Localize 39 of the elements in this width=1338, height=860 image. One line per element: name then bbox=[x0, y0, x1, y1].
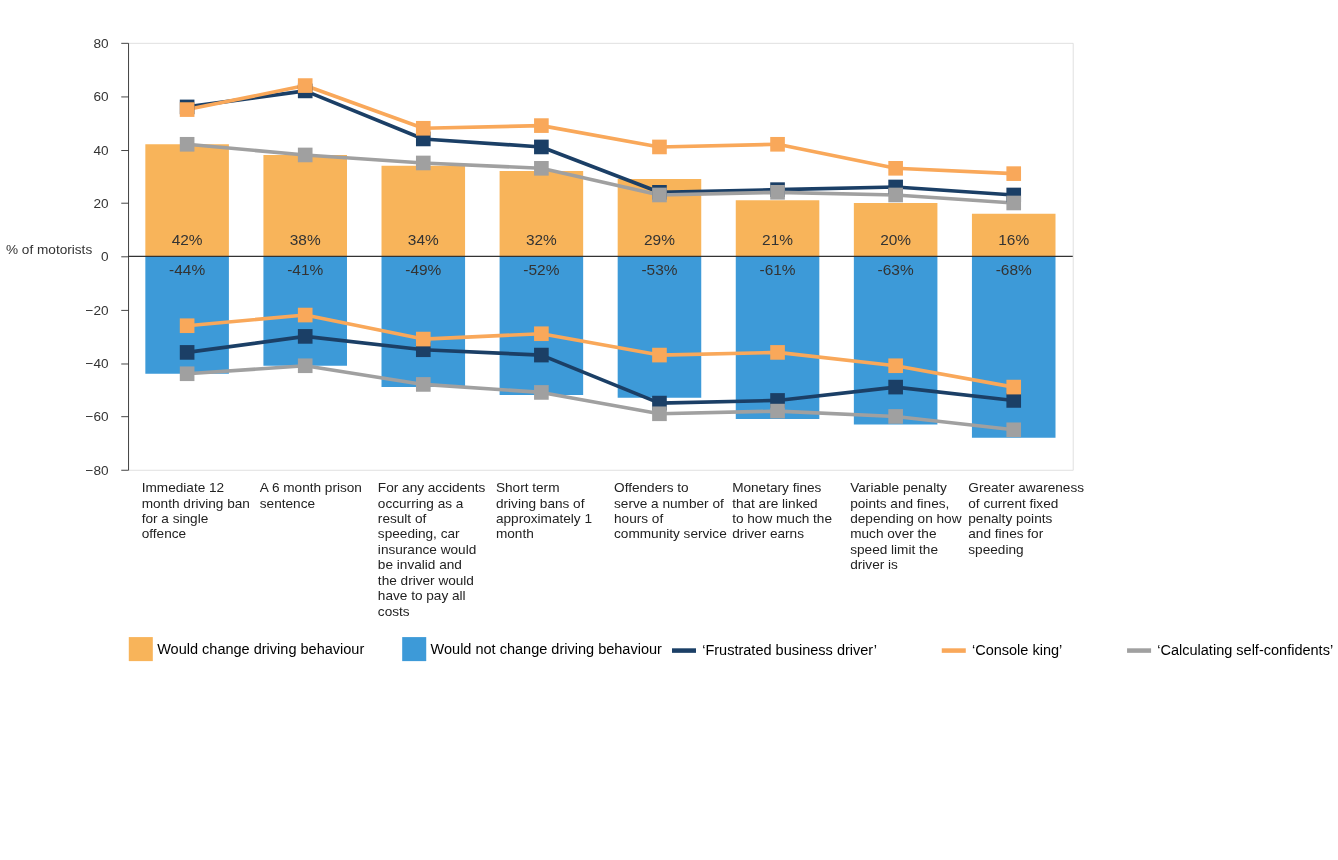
data-label: -61% bbox=[759, 261, 796, 279]
y-tick-label: −40 bbox=[85, 356, 109, 372]
legend-label: ‘Frustrated business driver’ bbox=[702, 642, 877, 659]
y-tick-label: 0 bbox=[100, 249, 109, 265]
y-tick-label: 20 bbox=[93, 195, 109, 211]
x-tick-label: Monetary fines that are linked to how much the driver earns bbox=[732, 480, 832, 542]
legend-label: ‘Console king’ bbox=[971, 642, 1063, 659]
y-tick-label: −80 bbox=[85, 462, 109, 478]
legend-label: Would change driving behaviour bbox=[157, 640, 365, 657]
y-tick-label: −20 bbox=[85, 302, 109, 318]
category-label: For any accidents occurring as a result of speeding, car insurance would be invalid and the driver would have to pay all costs bbox=[377, 480, 486, 619]
x-tick-label: Short term driving bans of approximately 1 month bbox=[495, 480, 593, 542]
data-label: 34% bbox=[407, 231, 440, 249]
legend-label: Would not change driving behaviour bbox=[430, 640, 663, 657]
x-tick-label: A 6 month prison sentence bbox=[259, 480, 362, 511]
x-tick-label: Greater awareness of current fixed penalty points and fines for speeding bbox=[968, 480, 1085, 557]
data-label: 38% bbox=[289, 231, 321, 249]
data-label: 16% bbox=[998, 231, 1030, 249]
legend-label: ‘Calculating self-confidents’ bbox=[1157, 642, 1334, 659]
data-label: 21% bbox=[762, 231, 794, 249]
data-label: 20% bbox=[880, 231, 912, 249]
data-label: 29% bbox=[644, 231, 676, 249]
x-tick-label: Offenders to serve a number of hours of community service bbox=[614, 480, 727, 542]
x-tick-label: Variable penalty points and fines, depending on how much over the speed limit the driver is bbox=[850, 480, 962, 573]
data-label: -52% bbox=[523, 261, 560, 279]
data-label: -44% bbox=[169, 261, 206, 279]
data-label: -49% bbox=[405, 261, 442, 279]
data-label: 32% bbox=[525, 231, 558, 249]
data-label: -53% bbox=[641, 261, 678, 279]
data-label: -41% bbox=[287, 261, 324, 279]
y-axis-title: % of motorists bbox=[5, 242, 93, 258]
y-tick-label: 60 bbox=[93, 89, 109, 105]
data-label: -63% bbox=[877, 261, 914, 279]
x-tick-label: Immediate 12 month driving ban for a single offence bbox=[141, 480, 250, 542]
y-tick-label: 80 bbox=[93, 35, 109, 51]
y-tick-label: −60 bbox=[85, 409, 109, 425]
data-label: -68% bbox=[995, 261, 1033, 279]
y-tick-label: 40 bbox=[93, 142, 109, 158]
data-label: 42% bbox=[171, 231, 203, 249]
